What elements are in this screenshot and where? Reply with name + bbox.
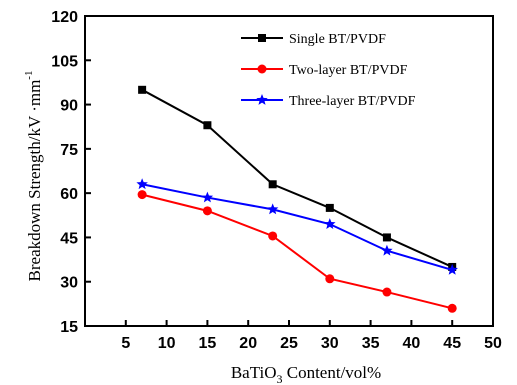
x-axis-title-main: BaTiO [231, 363, 277, 382]
x-tick-label: 15 [199, 335, 217, 352]
legend-swatch-marker [258, 34, 266, 42]
x-axis-title-rest: Content/vol% [282, 363, 381, 382]
data-point [203, 121, 212, 130]
legend-swatch-marker [256, 94, 268, 105]
y-tick-label: 45 [60, 230, 78, 247]
x-tick-label: 30 [321, 335, 339, 352]
x-tick-label: 20 [239, 335, 257, 352]
data-point [268, 231, 278, 241]
y-tick-label: 15 [60, 319, 78, 336]
data-point [201, 191, 214, 203]
y-axis-title-main: Breakdown Strength/kV ·mm [25, 80, 44, 282]
data-point [382, 233, 391, 242]
data-point [382, 287, 392, 297]
x-tick-label: 10 [158, 335, 176, 352]
series-1-line [141, 193, 453, 310]
legend-entry: Single BT/PVDF [241, 32, 386, 47]
y-axis-title: Breakdown Strength/kV ·mm-1 [23, 71, 44, 282]
data-point [325, 203, 334, 212]
y-tick-label: 75 [60, 142, 78, 159]
legend-swatch-marker [257, 64, 267, 74]
data-point [381, 244, 393, 256]
series-0-line [141, 88, 453, 268]
legend-entry: Three-layer BT/PVDF [241, 94, 416, 109]
y-tick-label: 90 [60, 98, 78, 115]
y-tick-label: 120 [51, 9, 78, 26]
legend: Single BT/PVDF Two-layer BT/PVDF Three-lay… [241, 32, 416, 109]
x-axis-title-subscript: 3 [276, 372, 282, 385]
legend-entry: Two-layer BT/PVDF [241, 63, 408, 78]
data-point [202, 206, 212, 216]
data-point [447, 303, 457, 313]
legend-label: Two-layer BT/PVDF [289, 63, 408, 78]
x-axis-title: BaTiO3 Content/vol% [231, 363, 381, 385]
data-point [324, 218, 336, 229]
y-axis-title-superscript: -1 [23, 71, 35, 80]
data-point [266, 203, 279, 215]
data-point [137, 190, 147, 200]
x-tick-label: 25 [280, 335, 298, 352]
legend-label: Three-layer BT/PVDF [289, 94, 416, 109]
data-point [325, 274, 335, 284]
data-point [268, 180, 277, 189]
x-tick-label: 5 [121, 335, 130, 352]
y-tick-label: 105 [51, 53, 78, 70]
series-2-line [141, 183, 453, 271]
x-tick-label: 50 [484, 335, 502, 352]
series-0 [138, 85, 457, 271]
y-tick-label: 60 [60, 186, 78, 203]
axes: 5 10 15 20 25 30 35 40 45 50 15 30 45 60 75 90 105 120 [51, 9, 502, 352]
series-1 [137, 190, 457, 313]
x-tick-label: 35 [362, 335, 380, 352]
legend-label: Single BT/PVDF [289, 32, 386, 47]
series-2 [136, 178, 458, 275]
y-tick-label: 30 [60, 275, 78, 292]
x-tick-label: 40 [403, 335, 421, 352]
data-point [446, 263, 458, 275]
series-layer [136, 85, 458, 313]
data-point [136, 178, 148, 190]
x-tick-label: 45 [443, 335, 461, 352]
data-point [138, 85, 147, 94]
